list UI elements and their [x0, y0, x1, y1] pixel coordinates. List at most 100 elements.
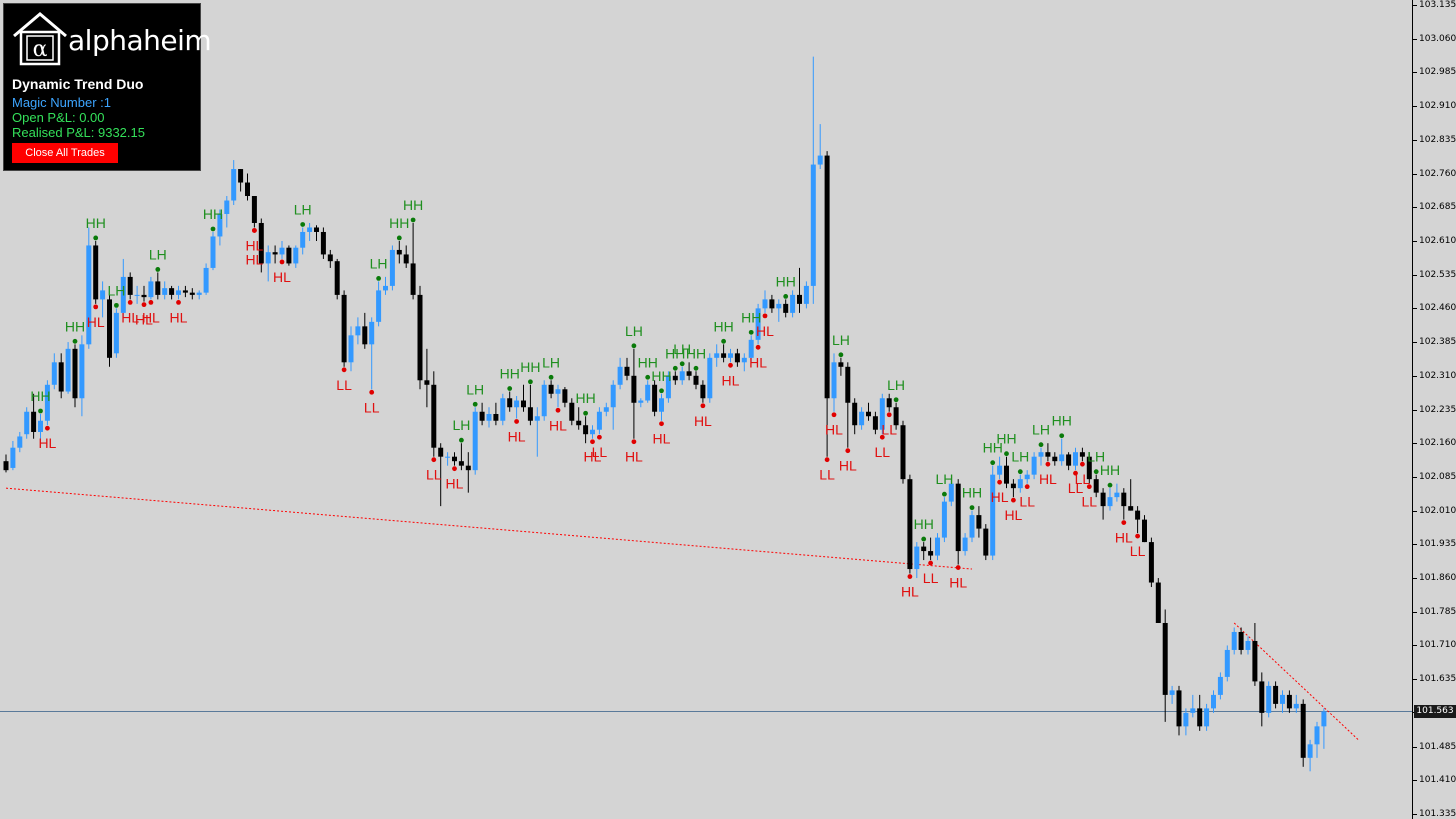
candle — [748, 335, 754, 363]
candle-body — [969, 515, 975, 538]
candle-body — [217, 213, 223, 237]
price-tick-mark — [1413, 173, 1417, 175]
candle-body — [900, 425, 906, 480]
swing-label-hh: HH — [776, 273, 796, 289]
candle-body — [1093, 479, 1099, 493]
candle-body — [1128, 506, 1134, 511]
candle — [1073, 447, 1078, 471]
candle-body — [452, 456, 457, 462]
candle-body — [231, 169, 237, 201]
candle — [500, 393, 506, 426]
candle — [859, 407, 865, 430]
swing-low-dot — [141, 302, 147, 308]
candle-body — [362, 326, 368, 345]
candle — [569, 398, 575, 426]
candle — [1197, 694, 1203, 731]
swing-label-ll: LL — [336, 377, 352, 393]
candle-body — [948, 483, 954, 502]
candle — [783, 299, 789, 318]
swing-label-hl: HL — [584, 449, 602, 465]
candle-body — [1204, 708, 1210, 727]
price-tick-label: 101.785 — [1419, 606, 1456, 617]
candle-body — [93, 245, 99, 300]
candle-body — [562, 389, 568, 403]
candle-body — [610, 384, 616, 408]
swing-high-dot — [93, 235, 99, 241]
candle-body — [486, 413, 492, 421]
price-chart[interactable]: HHHLHHHHHLLHHLHLHLLHHLHHHLHLHLLHLLLLLHHH… — [0, 0, 1412, 819]
ea-title: Dynamic Trend Duo — [12, 76, 144, 92]
swing-high-dot — [396, 235, 402, 241]
candle-body — [790, 294, 796, 313]
candle — [1093, 474, 1099, 498]
candle-body — [755, 308, 761, 340]
candle-body — [1100, 492, 1106, 507]
candle-body — [1266, 685, 1272, 713]
candle-body — [976, 515, 982, 529]
candle-body — [431, 384, 437, 448]
swing-label-lh: LH — [832, 332, 850, 348]
candle — [810, 56, 816, 304]
candle-body — [845, 366, 851, 403]
price-tick-label: 102.685 — [1419, 202, 1456, 213]
candle — [100, 281, 106, 318]
price-tick-mark — [1413, 207, 1417, 209]
candle — [431, 371, 437, 457]
price-tick-mark — [1413, 476, 1417, 478]
swing-low-dot — [597, 434, 602, 440]
swing-label-hl: HL — [38, 435, 56, 451]
candle — [893, 402, 899, 430]
candle — [948, 479, 954, 507]
candle — [465, 452, 471, 493]
candle-body — [928, 551, 934, 556]
candle — [1266, 681, 1272, 718]
price-tick-label: 101.335 — [1419, 809, 1456, 819]
candle-body — [17, 436, 23, 448]
candle-body — [803, 285, 809, 304]
candle-body — [631, 375, 637, 403]
candle-body — [162, 288, 168, 295]
candle — [445, 452, 451, 466]
price-tick-mark — [1413, 375, 1417, 377]
candle-body — [1107, 497, 1113, 507]
candle-body — [113, 312, 119, 354]
swing-label-hh: HH — [651, 368, 671, 384]
swing-low-dot — [824, 457, 830, 463]
swing-label-hl: HL — [245, 237, 263, 253]
candle — [935, 533, 940, 561]
candle — [555, 384, 561, 408]
candle-body — [314, 227, 319, 232]
swing-high-dot — [921, 536, 927, 542]
swing-low-dot — [955, 565, 961, 570]
swing-label-hl: HL — [825, 422, 843, 438]
candle — [224, 196, 230, 228]
candle-body — [376, 290, 382, 322]
candle — [1114, 483, 1120, 502]
candle-body — [424, 380, 430, 385]
candle — [203, 263, 209, 295]
candle — [507, 391, 513, 412]
swing-label-hl: HL — [273, 269, 291, 285]
price-tick-label: 102.160 — [1419, 438, 1456, 449]
swing-low-dot — [700, 403, 706, 409]
ea-info-panel: α alphaheim Dynamic Trend Duo Magic Numb… — [3, 3, 212, 171]
candle-body — [272, 252, 278, 255]
candle-body — [79, 344, 85, 399]
swing-high-dot — [459, 437, 464, 443]
swing-label-hh: HH — [520, 359, 540, 375]
candle — [1079, 447, 1085, 462]
swing-label-hh: HH — [500, 366, 520, 382]
price-tick-label: 102.610 — [1419, 235, 1456, 246]
price-tick-label: 102.310 — [1419, 370, 1456, 381]
swing-label-hl: HL — [170, 309, 188, 325]
swing-low-dot — [431, 457, 437, 463]
swing-label-ll: LL — [1082, 494, 1098, 510]
candle-body — [769, 299, 775, 309]
candle — [527, 384, 533, 426]
candle — [113, 308, 119, 358]
candle — [1086, 452, 1092, 484]
price-tick-mark — [1413, 240, 1417, 242]
close-all-trades-button[interactable]: Close All Trades — [12, 143, 118, 163]
candle-body — [245, 182, 250, 197]
candle — [1293, 694, 1299, 713]
